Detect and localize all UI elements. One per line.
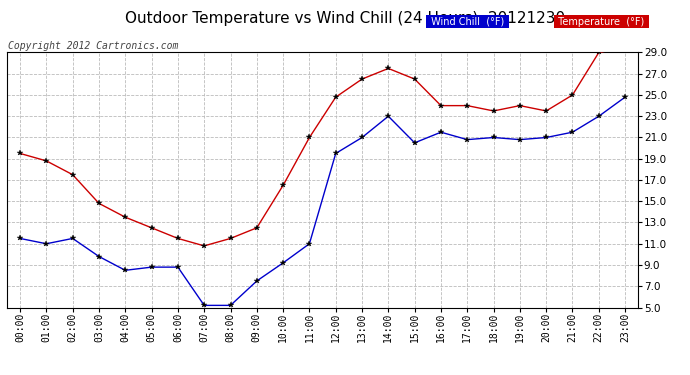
Text: Wind Chill  (°F): Wind Chill (°F) bbox=[428, 17, 507, 27]
Text: Temperature  (°F): Temperature (°F) bbox=[555, 17, 648, 27]
Text: Outdoor Temperature vs Wind Chill (24 Hours)  20121230: Outdoor Temperature vs Wind Chill (24 Ho… bbox=[125, 11, 565, 26]
Text: Copyright 2012 Cartronics.com: Copyright 2012 Cartronics.com bbox=[8, 41, 179, 51]
